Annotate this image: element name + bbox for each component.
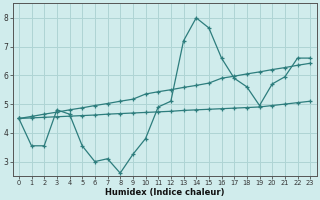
X-axis label: Humidex (Indice chaleur): Humidex (Indice chaleur) [105, 188, 224, 197]
